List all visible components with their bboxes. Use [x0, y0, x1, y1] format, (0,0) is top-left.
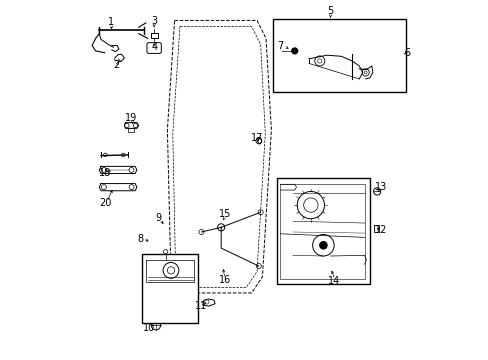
Bar — [142, 253, 198, 323]
Text: 20: 20 — [99, 198, 111, 208]
Text: 17: 17 — [250, 133, 263, 143]
Text: 15: 15 — [218, 209, 230, 219]
Text: 13: 13 — [375, 182, 387, 192]
Text: 16: 16 — [218, 275, 230, 285]
Text: 3: 3 — [151, 17, 157, 27]
Text: 7: 7 — [277, 41, 283, 50]
Text: 11: 11 — [195, 301, 207, 311]
Text: 18: 18 — [99, 168, 111, 178]
Text: 5: 5 — [327, 6, 333, 17]
Bar — [276, 178, 369, 284]
Circle shape — [291, 48, 297, 54]
Bar — [273, 19, 405, 92]
Text: 2: 2 — [113, 60, 119, 70]
Text: 8: 8 — [137, 234, 143, 244]
Text: 14: 14 — [327, 276, 340, 286]
Text: 6: 6 — [404, 48, 410, 58]
Text: 10: 10 — [143, 323, 155, 333]
Text: 12: 12 — [374, 225, 387, 235]
Text: 4: 4 — [151, 42, 157, 52]
Text: 19: 19 — [125, 113, 138, 123]
Text: 9: 9 — [155, 213, 161, 222]
Text: 1: 1 — [108, 17, 114, 27]
Circle shape — [319, 242, 326, 249]
FancyBboxPatch shape — [147, 42, 161, 53]
